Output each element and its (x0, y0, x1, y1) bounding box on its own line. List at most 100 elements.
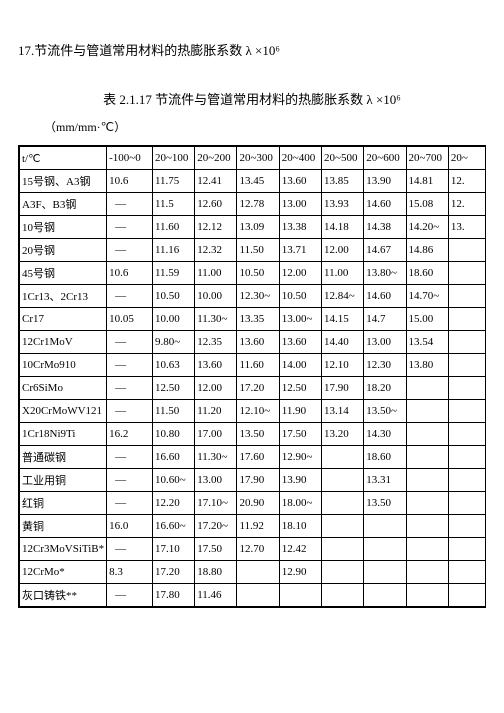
col-header-range: 20~100 (152, 147, 194, 170)
cell-value: 17.10 (152, 538, 194, 561)
cell-value: 10.50 (152, 285, 194, 308)
cell-value: 14.7 (364, 308, 406, 331)
cell-value (448, 285, 485, 308)
cell-value (406, 446, 448, 469)
cell-value: 12.00 (322, 239, 364, 262)
cell-value (406, 492, 448, 515)
cell-value: 11.20 (195, 400, 237, 423)
row-label: 1Cr18Ni9Ti (20, 423, 107, 446)
row-label: 灰口铸铁** (20, 584, 107, 607)
cell-value: 13.14 (322, 400, 364, 423)
cell-value (364, 584, 406, 607)
cell-value: 13.09 (237, 216, 279, 239)
cell-value: — (107, 216, 153, 239)
cell-value: 18.00~ (279, 492, 321, 515)
table-row: 1Cr18Ni9Ti16.210.8017.0013.5017.5013.201… (20, 423, 486, 446)
cell-value: 11.30~ (195, 308, 237, 331)
cell-value (448, 446, 485, 469)
cell-value: — (107, 492, 153, 515)
cell-value: 17.20 (152, 561, 194, 584)
cell-value: 10.00 (195, 285, 237, 308)
cell-value (448, 423, 485, 446)
cell-value: 10.60~ (152, 469, 194, 492)
cell-value: 15.00 (406, 308, 448, 331)
cell-value: 12. (448, 170, 485, 193)
row-label: 1Cr13、2Cr13 (20, 285, 107, 308)
cell-value: 13.50 (237, 423, 279, 446)
row-label: Cr17 (20, 308, 107, 331)
cell-value: 11.30~ (195, 446, 237, 469)
cell-value: 17.50 (279, 423, 321, 446)
cell-value: 12.00 (279, 262, 321, 285)
cell-value: 10.80 (152, 423, 194, 446)
cell-value: 8.3 (107, 561, 153, 584)
cell-value: 13.45 (237, 170, 279, 193)
table-row: 10号钢—11.6012.1213.0913.3814.1814.3814.20… (20, 216, 486, 239)
cell-value: 11.16 (152, 239, 194, 262)
table-row: 12CrMo*8.317.2018.8012.90 (20, 561, 486, 584)
cell-value (448, 331, 485, 354)
cell-value: 12.90~ (279, 446, 321, 469)
cell-value (322, 492, 364, 515)
row-label: 工业用铜 (20, 469, 107, 492)
cell-value: 17.20 (237, 377, 279, 400)
cell-value: 12.41 (195, 170, 237, 193)
cell-value: 13.71 (279, 239, 321, 262)
cell-value: 10.50 (237, 262, 279, 285)
cell-value (448, 469, 485, 492)
cell-value: 16.2 (107, 423, 153, 446)
cell-value: 14.81 (406, 170, 448, 193)
cell-value: 14.60 (364, 193, 406, 216)
cell-value (406, 561, 448, 584)
cell-value (322, 446, 364, 469)
cell-value: 9.80~ (152, 331, 194, 354)
table-row: Cr1710.0510.0011.30~13.3513.00~14.1514.7… (20, 308, 486, 331)
cell-value: 12.60 (195, 193, 237, 216)
table-unit: （mm/mm·℃） (18, 118, 486, 135)
cell-value: 13.35 (237, 308, 279, 331)
table-row: 普通碳钢—16.6011.30~17.6012.90~18.60 (20, 446, 486, 469)
row-label: 15号钢、A3钢 (20, 170, 107, 193)
cell-value: 12.42 (279, 538, 321, 561)
row-label: Cr6SiMo (20, 377, 107, 400)
cell-value: 14.60 (364, 285, 406, 308)
cell-value (322, 584, 364, 607)
cell-value (322, 515, 364, 538)
cell-value: 13.20 (322, 423, 364, 446)
cell-value: 11.75 (152, 170, 194, 193)
cell-value (279, 584, 321, 607)
cell-value (406, 469, 448, 492)
cell-value: 13.50 (364, 492, 406, 515)
cell-value: — (107, 354, 153, 377)
cell-value: 14.20~ (406, 216, 448, 239)
col-header-range: 20~300 (237, 147, 279, 170)
cell-value: — (107, 239, 153, 262)
cell-value: 14.15 (322, 308, 364, 331)
cell-value (448, 492, 485, 515)
table-title: 表 2.1.17 节流件与管道常用材料的热膨胀系数 λ ×10⁶ (18, 89, 486, 108)
col-header-range: -100~0 (107, 147, 153, 170)
row-label: 红铜 (20, 492, 107, 515)
cell-value: 11.59 (152, 262, 194, 285)
table-header-row: t/℃-100~020~10020~20020~30020~40020~5002… (20, 147, 486, 170)
cell-value: — (107, 584, 153, 607)
cell-value (448, 561, 485, 584)
cell-value: 14.30 (364, 423, 406, 446)
cell-value: 12.20 (152, 492, 194, 515)
cell-value: 13.00 (195, 469, 237, 492)
cell-value (322, 561, 364, 584)
cell-value: 14.40 (322, 331, 364, 354)
cell-value: 16.60~ (152, 515, 194, 538)
row-label: 20号钢 (20, 239, 107, 262)
cell-value: 10.50 (279, 285, 321, 308)
row-label: 黄铜 (20, 515, 107, 538)
cell-value (237, 584, 279, 607)
cell-value: 18.20 (364, 377, 406, 400)
cell-value: 18.60 (364, 446, 406, 469)
cell-value: — (107, 538, 153, 561)
cell-value: 13.00 (279, 193, 321, 216)
table-row: 12Cr3MoVSiTiB*—17.1017.5012.7012.42 (20, 538, 486, 561)
cell-value: 17.20~ (195, 515, 237, 538)
table-row: 15号钢、A3钢10.611.7512.4113.4513.6013.8513.… (20, 170, 486, 193)
row-label: 45号钢 (20, 262, 107, 285)
